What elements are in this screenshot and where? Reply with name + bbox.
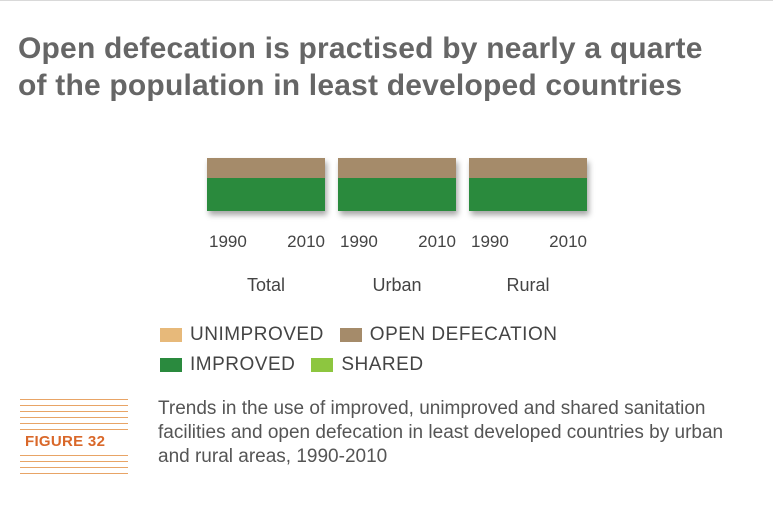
tick-label: 1990 (340, 232, 378, 251)
legend-label: IMPROVED (190, 354, 296, 375)
stacked-bar-chart: 1990 2010 1990 2010 1990 2010 Total Urban Rural (207, 158, 587, 295)
group-label: Rural (506, 275, 549, 295)
legend-row-2: IMPROVED SHARED (160, 350, 573, 380)
bar-group (207, 158, 587, 211)
group-label: Urban (372, 275, 421, 295)
tick-label: 1990 (209, 232, 247, 251)
bar-rural (469, 158, 587, 211)
bar-segment-improved (207, 178, 325, 211)
legend-item-unimproved: UNIMPROVED (160, 324, 324, 346)
legend-label: UNIMPROVED (190, 324, 324, 345)
chart-legend: UNIMPROVED OPEN DEFECATION IMPROVED SHAR… (160, 320, 573, 380)
bar-urban (338, 158, 456, 211)
legend-label: OPEN DEFECATION (369, 324, 558, 345)
tick-label: 2010 (287, 232, 325, 251)
tick-label: 1990 (471, 232, 509, 251)
bar-segment-open-defecation (469, 158, 587, 178)
figure-caption: Trends in the use of improved, unimprove… (158, 398, 724, 467)
legend-swatch (339, 328, 362, 342)
figure-label: FIGURE 32 (22, 433, 109, 450)
tick-labels: 1990 2010 1990 2010 1990 2010 (209, 232, 587, 251)
legend-item-improved: IMPROVED (160, 354, 295, 376)
bar-segment-open-defecation (207, 158, 325, 178)
legend-swatch (311, 358, 334, 372)
legend-swatch (160, 358, 182, 372)
bar-total (207, 158, 325, 211)
bar-segment-open-defecation (338, 158, 456, 178)
page-title: Open defecation is practised by nearly a… (18, 30, 773, 104)
legend-row-1: UNIMPROVED OPEN DEFECATION (160, 320, 573, 350)
title-line-1: Open defecation is practised by nearly a… (18, 32, 703, 65)
legend-label: SHARED (341, 354, 424, 375)
bar-segment-improved (338, 178, 456, 211)
group-labels: Total Urban Rural (247, 275, 550, 295)
legend-item-open-defecation: OPEN DEFECATION (339, 324, 558, 346)
tick-label: 2010 (418, 232, 456, 251)
figure-label-block: FIGURE 32 (20, 395, 132, 475)
legend-item-shared: SHARED (311, 354, 423, 376)
top-divider (0, 0, 773, 1)
title-line-2: of the population in least developed cou… (18, 69, 683, 102)
group-label: Total (247, 275, 285, 295)
tick-label: 2010 (549, 232, 587, 251)
legend-swatch (160, 328, 182, 342)
bar-segment-improved (469, 178, 587, 211)
